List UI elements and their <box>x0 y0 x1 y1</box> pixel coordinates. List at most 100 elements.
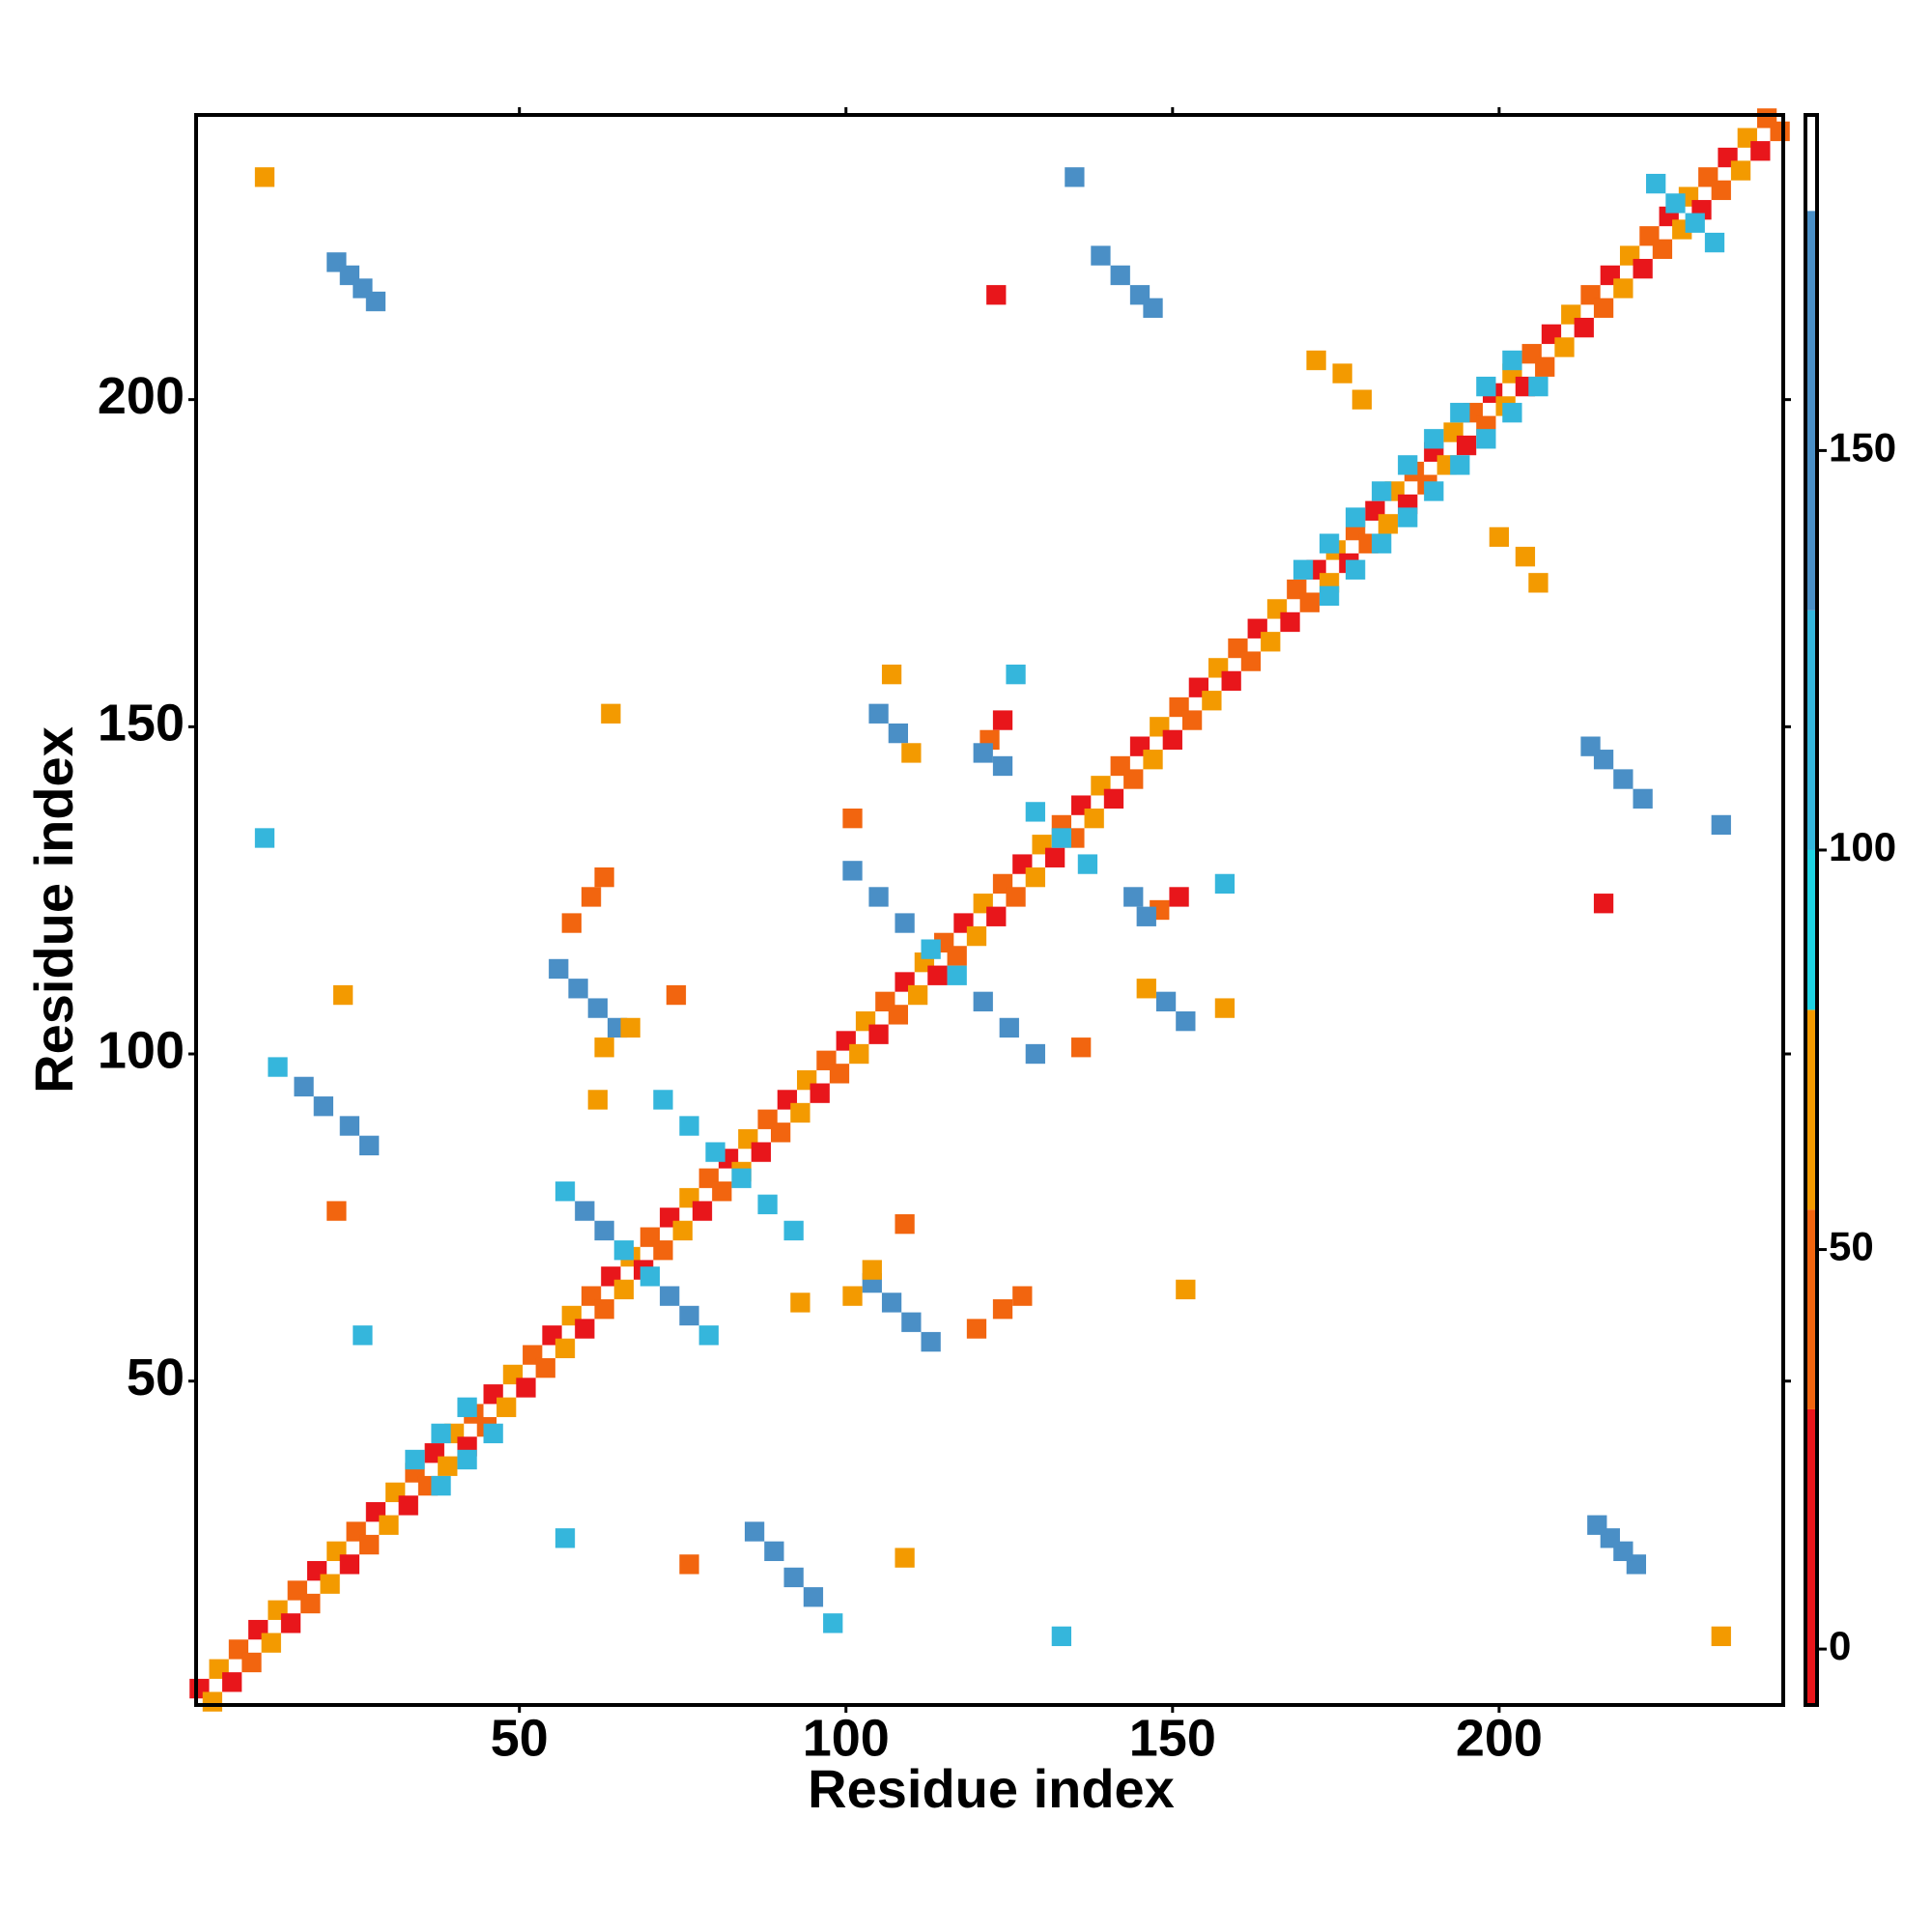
contact-cell <box>1169 887 1189 907</box>
colorbar-frame <box>1804 113 1819 1707</box>
contact-cell <box>594 1220 614 1241</box>
contact-cell <box>862 1260 882 1280</box>
contact-cell <box>927 965 948 985</box>
contact-cell <box>1398 507 1418 527</box>
contact-cell <box>254 167 275 187</box>
contact-cell <box>1711 1626 1731 1647</box>
contact-cell <box>1006 664 1026 685</box>
contact-cell <box>1012 1286 1033 1306</box>
contact-cell <box>1528 376 1548 397</box>
contact-cell <box>868 703 889 724</box>
contact-cell <box>1613 769 1634 789</box>
contact-cell <box>895 1213 915 1235</box>
contact-cell <box>1299 592 1320 612</box>
contact-cell <box>783 1220 804 1241</box>
contact-cell <box>1319 533 1340 554</box>
contact-cell <box>332 984 354 1006</box>
contact-cell <box>1110 265 1130 286</box>
contact-cell <box>339 1116 360 1136</box>
contact-cell <box>1345 507 1366 527</box>
contact-cell <box>300 1593 321 1614</box>
contact-cell <box>1372 533 1392 554</box>
contact-cell <box>986 285 1007 305</box>
contact-cell <box>888 1005 908 1025</box>
contact-cell <box>594 867 614 888</box>
contact-cell <box>1202 691 1222 711</box>
contact-cell <box>1051 828 1072 848</box>
contact-cell <box>842 1286 863 1306</box>
contact-cell <box>1176 1279 1196 1300</box>
contact-cell <box>365 291 386 312</box>
contact-cell <box>666 984 687 1006</box>
contact-cell <box>1633 788 1653 810</box>
colorbar-segment <box>1805 1408 1817 1705</box>
plot-frame <box>194 113 1785 1707</box>
contact-cell <box>1580 736 1601 756</box>
contact-cell <box>1711 180 1731 201</box>
colorbar-segment <box>1805 610 1817 850</box>
colorbar-segment <box>1805 1009 1817 1210</box>
contact-cell <box>431 1423 451 1444</box>
contact-cell <box>431 1475 451 1496</box>
contact-cell <box>1750 141 1771 161</box>
x-axis-label: Residue index <box>808 1758 1175 1819</box>
contact-cell <box>587 998 608 1018</box>
x-tick-label: 150 <box>1129 1709 1216 1767</box>
contact-cell <box>757 1194 778 1214</box>
contact-cell <box>1398 455 1418 475</box>
contact-cell <box>613 1279 635 1300</box>
contact-cell <box>1162 729 1182 751</box>
contact-cell <box>921 1331 941 1352</box>
contact-cell <box>438 1456 458 1476</box>
contact-cell <box>620 1017 640 1038</box>
contact-cell <box>1613 278 1634 298</box>
contact-cell <box>535 1357 555 1378</box>
contact-cell <box>294 1076 314 1097</box>
contact-cell <box>1424 481 1444 501</box>
contact-cell <box>992 755 1013 777</box>
contact-cell <box>568 979 588 999</box>
contact-cell <box>1051 1626 1072 1647</box>
colorbar-tick-label: 0 <box>1829 1623 1851 1668</box>
contact-cell <box>327 1201 347 1221</box>
contact-cell <box>359 1135 380 1156</box>
contact-cell <box>1424 429 1444 449</box>
contact-cell <box>849 1043 869 1065</box>
contact-cell <box>1476 376 1496 397</box>
contact-cell <box>1554 337 1575 357</box>
contact-cell <box>1221 670 1241 692</box>
contact-cell <box>1176 1010 1196 1032</box>
contact-cell <box>1515 547 1536 567</box>
contact-cell <box>222 1672 242 1692</box>
contact-cell <box>966 1319 987 1339</box>
contact-cell <box>639 1266 661 1287</box>
contact-cell <box>1123 769 1144 789</box>
contact-cell <box>1730 160 1751 181</box>
contact-cell <box>554 1181 576 1202</box>
contact-cell <box>868 887 889 907</box>
contact-cell <box>901 1312 922 1332</box>
contact-cell <box>868 1024 889 1044</box>
contact-cell <box>280 1613 301 1634</box>
contact-cell <box>1456 435 1477 456</box>
contact-cell <box>1136 979 1156 999</box>
contact-cell <box>497 1397 517 1417</box>
contact-cell <box>261 1633 281 1653</box>
contact-cell <box>770 1122 791 1143</box>
colorbar-segment <box>1805 1209 1817 1409</box>
contact-cell <box>895 913 915 933</box>
contact-cell <box>379 1515 399 1535</box>
contact-cell <box>202 1691 223 1712</box>
colorbar-segment <box>1805 211 1817 611</box>
x-tick-label: 200 <box>1456 1709 1543 1767</box>
contact-cell <box>483 1423 503 1444</box>
contact-cell <box>1025 802 1045 822</box>
contact-cell <box>575 1201 595 1221</box>
contact-cell <box>1476 429 1496 449</box>
contact-cell <box>1123 887 1144 907</box>
contact-cell <box>901 743 922 763</box>
contact-cell <box>1450 403 1470 423</box>
contact-cell <box>554 1528 576 1548</box>
contact-cell <box>405 1449 425 1470</box>
